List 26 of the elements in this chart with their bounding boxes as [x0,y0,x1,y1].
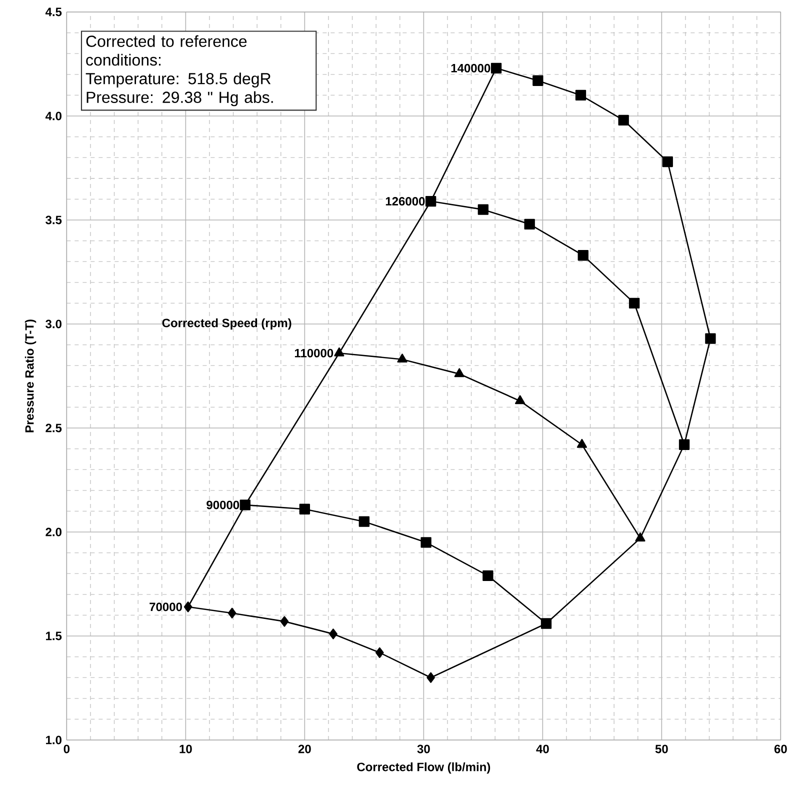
y-tick-label: 4.5 [45,8,62,16]
annotation: Corrected Speed (rpm) [162,318,292,330]
y-tick-label: 2.0 [46,528,62,536]
x-tick-label: 10 [180,744,192,754]
annotation: Pressure: 29.38 " Hg abs. [86,91,273,106]
x-tick-label: 30 [417,744,430,754]
x-tick-label: 20 [298,744,311,754]
annotation: Corrected to reference conditions: [86,35,247,66]
y-tick-label: 1.5 [46,632,62,640]
y-tick-label: 2.5 [46,424,62,432]
series-label: 110000 [294,348,334,358]
x-tick-label: 60 [774,744,787,754]
x-tick-label: 50 [655,744,668,754]
y-tick-label: 4.0 [45,112,62,120]
y-tick-label: 1.0 [46,736,62,744]
series-label: 70000 [150,602,182,612]
y-tick-label: 3.0 [46,320,62,328]
x-tick-label: 0 [64,744,70,754]
series-label: 126000 [386,197,425,206]
y-axis-title: Pressure Ratio (T-T) [24,320,36,432]
annotation: Temperature: 518.5 degR [86,72,271,88]
y-tick-label: 3.5 [46,216,62,224]
series-label: 140000 [451,64,490,72]
series-label: 90000 [206,500,240,510]
x-tick-label: 40 [536,744,549,754]
x-axis-title: Corrected Flow (lb/min) [357,762,490,774]
